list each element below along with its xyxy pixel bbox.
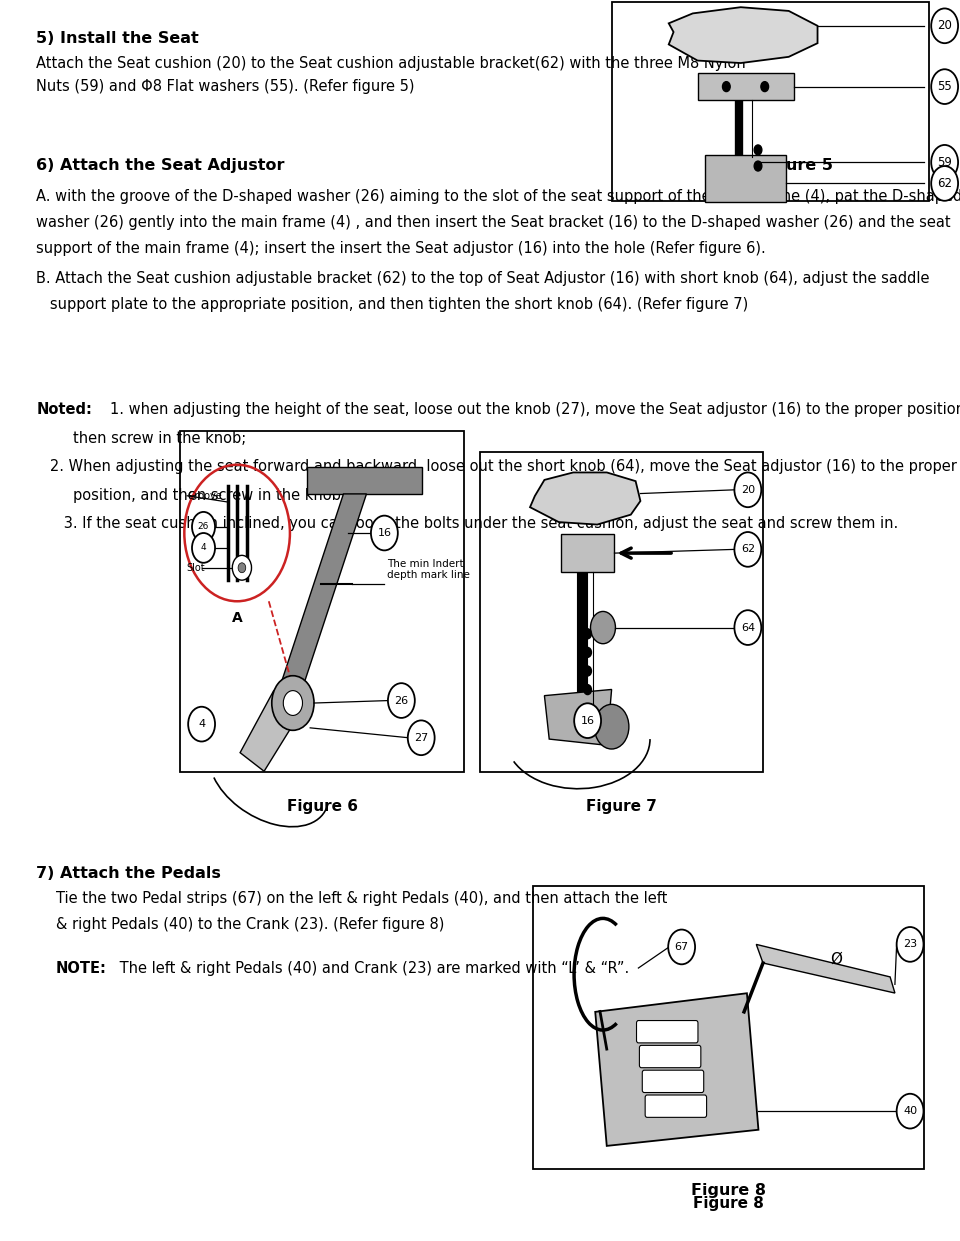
Text: 3. If the seat cushion inclined, you can loose the bolts under the seat cushion,: 3. If the seat cushion inclined, you can… <box>36 516 899 531</box>
Circle shape <box>272 675 314 730</box>
Text: 16: 16 <box>377 527 392 539</box>
Circle shape <box>584 685 591 695</box>
Polygon shape <box>595 993 758 1145</box>
Circle shape <box>188 707 215 742</box>
Text: washer (26) gently into the main frame (4) , and then insert the Seat bracket (1: washer (26) gently into the main frame (… <box>36 215 951 230</box>
Text: 55: 55 <box>937 81 952 93</box>
Circle shape <box>931 166 958 201</box>
Circle shape <box>723 82 731 92</box>
Text: Tie the two Pedal strips (67) on the left & right Pedals (40), and then attach t: Tie the two Pedal strips (67) on the lef… <box>56 891 667 906</box>
Text: The left & right Pedals (40) and Crank (23) are marked with “L” & “R”.: The left & right Pedals (40) and Crank (… <box>115 961 630 975</box>
FancyBboxPatch shape <box>561 535 614 572</box>
Text: 20: 20 <box>937 20 952 32</box>
Text: 20: 20 <box>741 485 755 495</box>
Circle shape <box>388 683 415 717</box>
Circle shape <box>574 704 601 738</box>
Text: 59: 59 <box>937 156 952 169</box>
Text: 23: 23 <box>903 939 917 949</box>
Text: 26: 26 <box>395 695 408 706</box>
Text: 26: 26 <box>198 522 209 531</box>
Circle shape <box>931 9 958 43</box>
Text: A. with the groove of the D-shaped washer (26) aiming to the slot of the seat su: A. with the groove of the D-shaped washe… <box>36 189 960 204</box>
Text: Figure 8: Figure 8 <box>691 1183 766 1198</box>
FancyBboxPatch shape <box>698 73 794 101</box>
Circle shape <box>734 473 761 508</box>
Polygon shape <box>276 494 367 697</box>
FancyBboxPatch shape <box>612 2 929 201</box>
Circle shape <box>590 612 615 644</box>
Circle shape <box>594 705 629 750</box>
Text: 4: 4 <box>198 719 205 730</box>
Text: 6) Attach the Seat Adjustor: 6) Attach the Seat Adjustor <box>36 158 285 172</box>
Circle shape <box>584 666 591 676</box>
Polygon shape <box>240 690 302 771</box>
Text: The min Indert
depth mark line: The min Indert depth mark line <box>387 558 470 581</box>
Circle shape <box>668 930 695 964</box>
Text: Figure 5: Figure 5 <box>758 158 833 172</box>
Circle shape <box>232 556 252 581</box>
Text: Figure 7: Figure 7 <box>587 799 657 814</box>
Text: 40: 40 <box>903 1106 917 1116</box>
Text: support of the main frame (4); insert the insert the Seat adjustor (16) into the: support of the main frame (4); insert th… <box>36 241 766 256</box>
Text: 27: 27 <box>414 732 428 743</box>
FancyBboxPatch shape <box>642 1070 704 1092</box>
Text: 16: 16 <box>581 716 594 726</box>
Circle shape <box>897 1093 924 1128</box>
Circle shape <box>283 691 302 715</box>
Circle shape <box>734 532 761 567</box>
Circle shape <box>408 720 435 755</box>
FancyBboxPatch shape <box>480 452 763 772</box>
Text: A: A <box>231 612 243 625</box>
Text: Noted:: Noted: <box>36 402 92 417</box>
Circle shape <box>897 927 924 962</box>
Text: 67: 67 <box>675 942 688 952</box>
Text: Figure 6: Figure 6 <box>287 799 357 814</box>
FancyBboxPatch shape <box>180 431 464 772</box>
Circle shape <box>761 82 769 92</box>
FancyBboxPatch shape <box>706 155 786 202</box>
Circle shape <box>192 511 215 541</box>
Text: Attach the Seat cushion (20) to the Seat cushion adjustable bracket(62) with the: Attach the Seat cushion (20) to the Seat… <box>36 56 746 71</box>
Circle shape <box>734 611 761 645</box>
Text: Figure 8: Figure 8 <box>693 1196 764 1211</box>
Text: 4: 4 <box>201 544 206 552</box>
Polygon shape <box>544 690 612 746</box>
FancyBboxPatch shape <box>636 1020 698 1042</box>
Polygon shape <box>756 944 895 993</box>
Text: support plate to the appropriate position, and then tighten the short knob (64).: support plate to the appropriate positio… <box>36 297 749 311</box>
Circle shape <box>931 69 958 104</box>
Text: 62: 62 <box>741 545 755 555</box>
Circle shape <box>755 161 762 171</box>
Text: B. Attach the Seat cushion adjustable bracket (62) to the top of Seat Adjustor (: B. Attach the Seat cushion adjustable br… <box>36 271 930 285</box>
Circle shape <box>584 629 591 639</box>
Text: NOTE:: NOTE: <box>56 961 107 975</box>
FancyBboxPatch shape <box>307 467 422 494</box>
Text: 1. when adjusting the height of the seat, loose out the knob (27), move the Seat: 1. when adjusting the height of the seat… <box>110 402 960 417</box>
Text: Ø: Ø <box>830 952 842 967</box>
Text: 2. When adjusting the seat forward and backward, loose out the short knob (64), : 2. When adjusting the seat forward and b… <box>36 459 957 474</box>
Polygon shape <box>530 473 640 525</box>
Text: 62: 62 <box>937 177 952 190</box>
Text: then screw in the knob;: then screw in the knob; <box>36 431 247 446</box>
Text: & right Pedals (40) to the Crank (23). (Refer figure 8): & right Pedals (40) to the Crank (23). (… <box>56 917 444 932</box>
Text: 64: 64 <box>741 623 755 633</box>
Text: Nuts (59) and Φ8 Flat washers (55). (Refer figure 5): Nuts (59) and Φ8 Flat washers (55). (Ref… <box>36 79 415 94</box>
Circle shape <box>192 534 215 563</box>
Circle shape <box>584 648 591 658</box>
Text: Slot: Slot <box>186 562 204 573</box>
Text: 5) Install the Seat: 5) Install the Seat <box>36 31 200 46</box>
Circle shape <box>371 516 397 551</box>
FancyBboxPatch shape <box>639 1045 701 1067</box>
Text: 7) Attach the Pedals: 7) Attach the Pedals <box>36 866 222 881</box>
Text: position, and then screw in the knob;: position, and then screw in the knob; <box>36 488 347 503</box>
Circle shape <box>931 145 958 180</box>
Circle shape <box>755 145 762 155</box>
Text: Groove: Groove <box>187 490 222 501</box>
Polygon shape <box>669 7 818 63</box>
FancyBboxPatch shape <box>533 886 924 1169</box>
Circle shape <box>238 563 246 573</box>
FancyBboxPatch shape <box>645 1095 707 1117</box>
